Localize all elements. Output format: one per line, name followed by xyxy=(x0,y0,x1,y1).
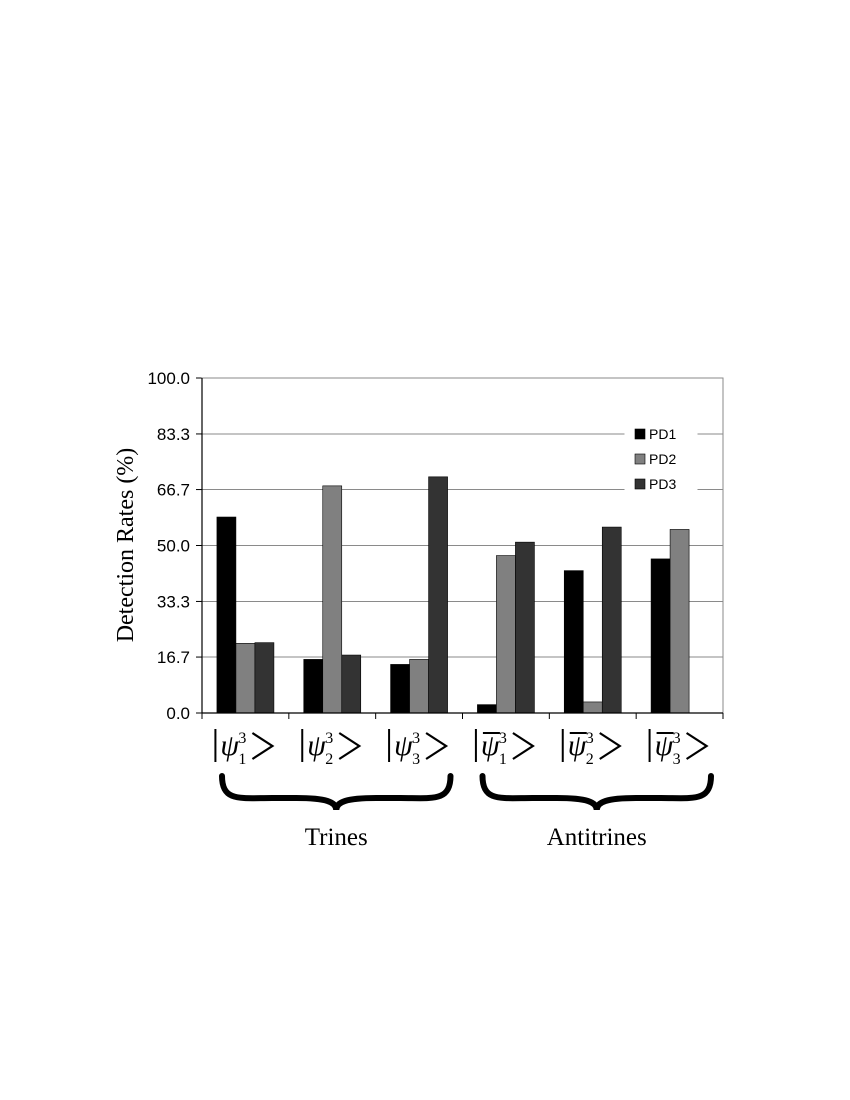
bar-pd2 xyxy=(496,555,516,714)
ket-angle xyxy=(512,732,535,760)
category-subscript: 1 xyxy=(499,751,507,768)
bar-pd3 xyxy=(601,526,622,714)
group-label-antitrines: Antitrines xyxy=(547,824,647,851)
legend-label-pd1: PD1 xyxy=(649,426,676,442)
category-label: ψ 3 1 xyxy=(474,729,535,768)
category-subscript: 1 xyxy=(238,751,246,768)
y-tick-label: 66.7 xyxy=(157,481,190,500)
legend-swatch-pd3 xyxy=(634,478,646,490)
category-superscript: 3 xyxy=(499,730,507,747)
category-superscript: 3 xyxy=(238,730,246,747)
bar-pd1 xyxy=(650,558,671,714)
category-label: ψ 3 2 xyxy=(561,729,622,768)
y-tick-label: 100.0 xyxy=(147,369,190,388)
brace-antitrines xyxy=(479,773,714,811)
category-label: ψ 3 3 xyxy=(648,729,709,768)
legend-swatch-pd1 xyxy=(634,428,646,440)
bar-pd1 xyxy=(216,516,237,714)
brace-trines xyxy=(219,773,454,811)
bar-pd2 xyxy=(235,643,256,714)
legend-label-pd2: PD2 xyxy=(649,451,676,467)
ket-angle xyxy=(425,732,449,760)
legend-swatch-pd2 xyxy=(634,453,646,465)
bar-pd3 xyxy=(428,476,448,714)
ket-angle xyxy=(685,732,709,760)
category-superscript: 3 xyxy=(586,730,594,747)
bar-pd2 xyxy=(409,659,429,714)
bar-pd3 xyxy=(341,654,362,714)
category-psi: ψ xyxy=(568,729,588,762)
category-subscript: 2 xyxy=(325,751,333,768)
category-subscript: 2 xyxy=(586,751,594,768)
category-label: ψ 3 3 xyxy=(388,729,449,768)
bars xyxy=(216,476,690,714)
category-subscript: 3 xyxy=(412,751,420,768)
bar-pd1 xyxy=(303,659,324,714)
bar-pd3 xyxy=(515,541,535,714)
x-category-labels: ψ 31 ψ 32 ψ 33 ψ 31 ψ 32 ψ 33 xyxy=(214,729,709,768)
bar-pd2 xyxy=(669,529,690,714)
bar-pd3 xyxy=(254,642,275,714)
category-label: ψ 3 2 xyxy=(301,729,362,768)
group-label-trines: Trines xyxy=(305,824,368,851)
gridlines xyxy=(202,377,723,658)
y-tick-labels: 0.0 16.7 33.3 50.0 66.7 83.3 100.0 xyxy=(147,369,190,723)
category-superscript: 3 xyxy=(325,730,333,747)
ket-angle xyxy=(599,732,622,760)
category-superscript: 3 xyxy=(412,730,420,747)
category-psi: ψ xyxy=(307,729,327,762)
group-braces: Trines Antitrines xyxy=(219,773,714,851)
bar-pd1 xyxy=(477,704,497,714)
legend-label-pd3: PD3 xyxy=(649,476,676,492)
category-superscript: 3 xyxy=(673,730,681,747)
bar-pd1 xyxy=(390,664,410,714)
ket-angle xyxy=(338,732,362,760)
y-axis-title: Detection Rates (%) xyxy=(113,448,139,643)
category-psi: ψ xyxy=(481,729,501,762)
category-subscript: 3 xyxy=(673,751,681,768)
axes xyxy=(196,377,724,719)
legend: PD1 PD2 PD3 xyxy=(624,420,698,496)
bar-pd2 xyxy=(582,701,603,714)
category-label: ψ 3 1 xyxy=(214,729,275,768)
y-tick-label: 50.0 xyxy=(157,537,190,556)
y-tick-label: 33.3 xyxy=(157,592,190,611)
y-tick-label: 0.0 xyxy=(166,704,190,723)
category-psi: ψ xyxy=(394,729,414,762)
y-tick-label: 16.7 xyxy=(157,648,190,667)
bar-pd1 xyxy=(563,570,584,714)
ket-angle xyxy=(251,732,275,760)
category-psi: ψ xyxy=(655,729,675,762)
y-tick-label: 83.3 xyxy=(157,425,190,444)
bar-pd2 xyxy=(322,485,343,714)
category-psi: ψ xyxy=(220,729,240,762)
